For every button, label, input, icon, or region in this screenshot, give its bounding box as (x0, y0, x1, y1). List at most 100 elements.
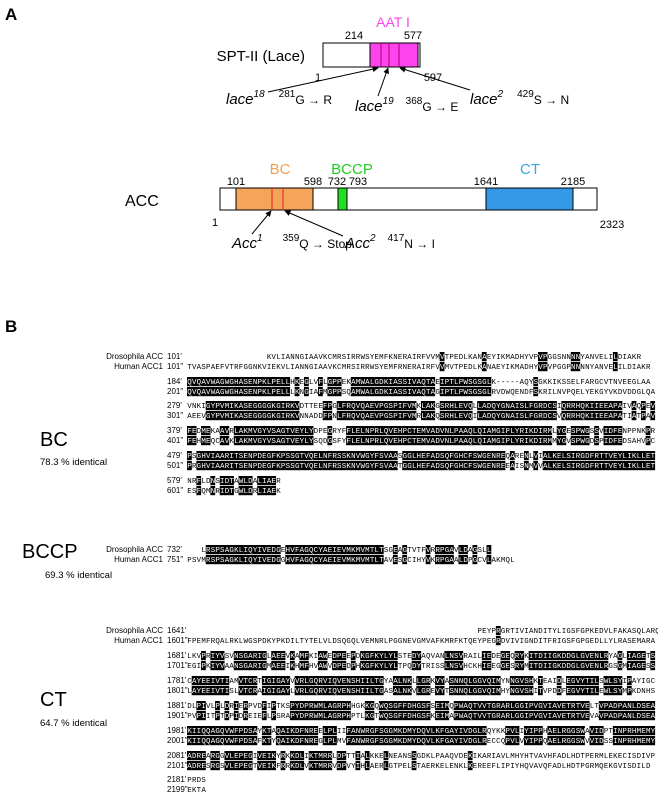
identity-highlight (411, 711, 417, 721)
identity-highlight (519, 676, 525, 686)
identity-highlight (346, 411, 351, 421)
identity-highlight (538, 426, 543, 436)
identity-highlight (439, 436, 445, 446)
identity-highlight (341, 676, 347, 686)
identity-highlight (392, 461, 398, 471)
identity-highlight (247, 486, 253, 496)
residue-number: 577 (404, 30, 422, 42)
identity-highlight (561, 426, 567, 436)
identity-highlight (205, 686, 211, 696)
identity-highlight (463, 426, 468, 436)
identity-highlight (332, 711, 337, 721)
identity-highlight (477, 736, 482, 746)
identity-highlight (566, 651, 571, 661)
identity-highlight (327, 555, 333, 565)
identity-highlight (308, 451, 314, 461)
identity-highlight (205, 411, 211, 421)
identity-highlight (392, 387, 398, 397)
identity-highlight (304, 387, 309, 397)
identity-highlight (285, 461, 291, 471)
identity-highlight (238, 486, 244, 496)
identity-highlight (444, 661, 450, 671)
identity-highlight (439, 726, 445, 736)
identity-highlight (350, 461, 356, 471)
identity-highlight (289, 711, 295, 721)
identity-highlight (397, 686, 403, 696)
identity-highlight (224, 476, 230, 486)
identity-highlight (327, 701, 333, 711)
identity-highlight (247, 377, 253, 387)
identity-highlight (374, 736, 379, 746)
identity-highlight (552, 736, 557, 746)
identity-highlight (346, 701, 351, 711)
identity-highlight (364, 401, 370, 411)
identity-highlight (257, 377, 262, 387)
identity-highlight (594, 436, 599, 446)
identity-highlight (308, 436, 314, 446)
identity-highlight (327, 451, 333, 461)
identity-highlight (640, 651, 646, 661)
identity-highlight (346, 545, 351, 555)
identity-highlight (378, 461, 384, 471)
identity-highlight (219, 555, 225, 565)
identity-highlight (299, 726, 305, 736)
identity-highlight (495, 461, 501, 471)
identity-highlight (243, 701, 248, 711)
identity-highlight (430, 436, 436, 446)
identity-highlight (294, 555, 300, 565)
identity-highlight (397, 387, 403, 397)
identity-highlight (355, 411, 361, 421)
identity-highlight (486, 426, 492, 436)
identity-highlight (608, 451, 613, 461)
identity-highlight (481, 387, 487, 397)
identity-highlight (336, 661, 342, 671)
identity-highlight (406, 426, 412, 436)
identity-highlight (191, 736, 197, 746)
identity-highlight (416, 711, 422, 721)
identity-highlight (636, 736, 642, 746)
identity-highlight (355, 751, 361, 761)
identity-highlight (294, 701, 300, 711)
identity-highlight (561, 436, 567, 446)
identity-highlight (575, 461, 581, 471)
identity-highlight (360, 387, 365, 397)
identity-highlight (383, 761, 389, 771)
identity-highlight (439, 461, 445, 471)
identity-highlight (318, 387, 323, 397)
identity-highlight (467, 711, 473, 721)
domain-label: AAT I (376, 14, 410, 30)
identity-highlight (308, 461, 314, 471)
identity-highlight (528, 426, 534, 436)
identity-highlight (453, 701, 459, 711)
identity-highlight (252, 545, 258, 555)
identity-highlight (275, 736, 281, 746)
identity-highlight (636, 726, 642, 736)
identity-highlight (477, 676, 482, 686)
identity-highlight (505, 661, 511, 671)
identity-highlight (626, 661, 632, 671)
identity-highlight (327, 751, 333, 761)
identity-highlight (252, 676, 258, 686)
identity-highlight (481, 726, 487, 736)
identity-highlight (247, 401, 253, 411)
identity-highlight (257, 436, 262, 446)
identity-highlight (341, 411, 347, 421)
identity-highlight (575, 711, 581, 721)
identity-highlight (271, 686, 277, 696)
species-label: Drosophila ACC (106, 626, 163, 635)
identity-highlight (201, 726, 206, 736)
identity-highlight (411, 426, 417, 436)
identity-highlight (271, 751, 277, 761)
identity-highlight (304, 701, 309, 711)
identity-highlight (350, 726, 356, 736)
identity-highlight (233, 661, 239, 671)
identity-highlight (622, 701, 628, 711)
identity-highlight (402, 701, 408, 711)
allele-sup: 2 (497, 89, 504, 100)
identity-highlight (444, 555, 450, 565)
identity-highlight (257, 555, 262, 565)
identity-highlight (580, 651, 585, 661)
identity-highlight (238, 401, 244, 411)
identity-highlight (453, 387, 459, 397)
identity-highlight (388, 401, 394, 411)
